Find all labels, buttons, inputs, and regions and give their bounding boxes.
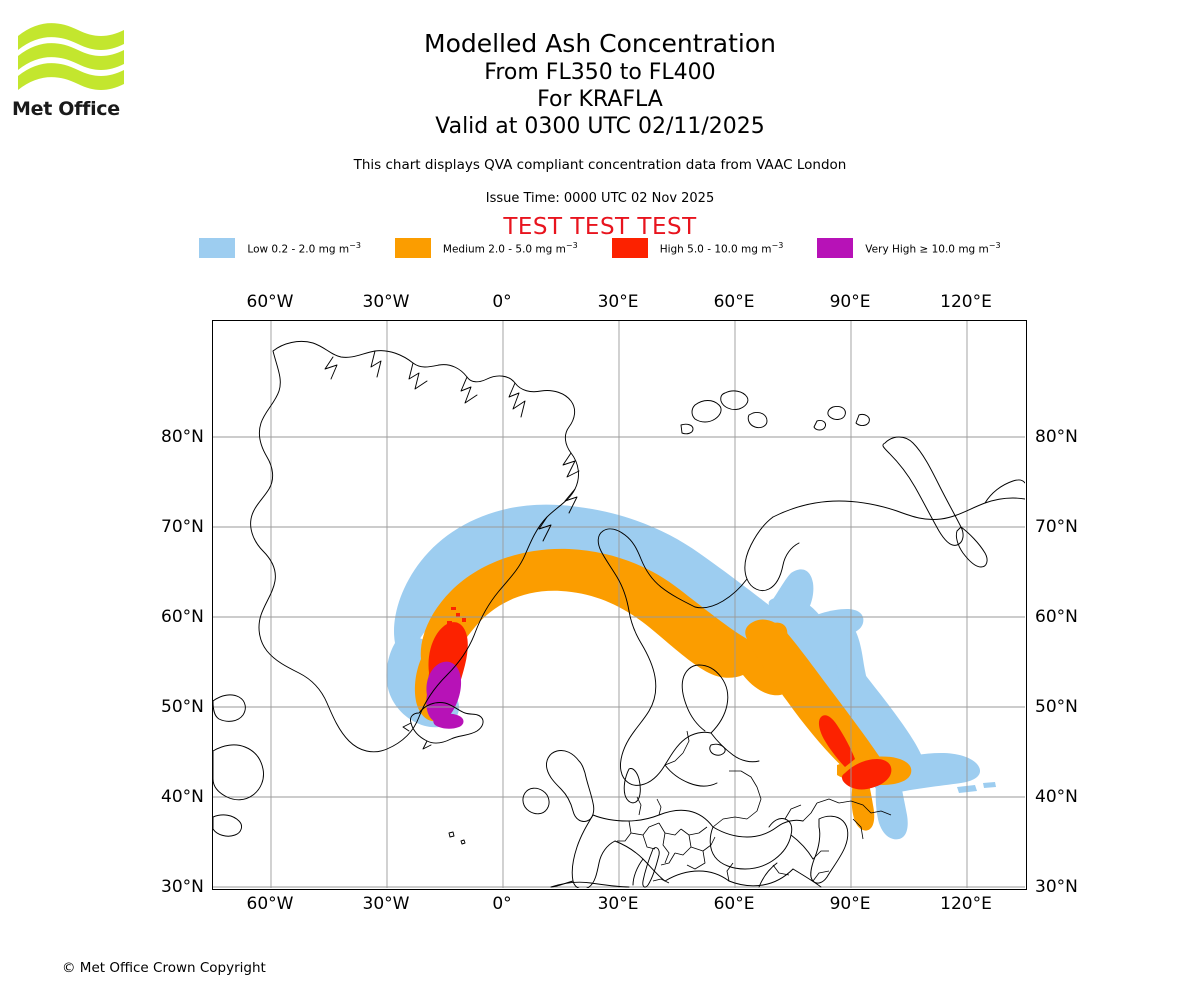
lat-label-right-80N: 80°N [1035, 427, 1078, 447]
flight-level-line: From FL350 to FL400 [484, 60, 716, 85]
legend-label-high: High 5.0 - 10.0 mg m−3 [659, 240, 784, 256]
volcano-line: For KRAFLA [537, 87, 663, 112]
test-banner: TEST TEST TEST [503, 214, 697, 240]
coastlines [213, 340, 1025, 888]
lat-label-left-40N: 40°N [161, 787, 204, 807]
lon-label-top-120E: 120°E [940, 292, 992, 312]
lat-label-right-50N: 50°N [1035, 697, 1078, 717]
lat-label-left-80N: 80°N [161, 427, 204, 447]
lat-label-right-70N: 70°N [1035, 517, 1078, 537]
issue-time: Issue Time: 0000 UTC 02 Nov 2025 [485, 191, 715, 206]
lat-label-left-50N: 50°N [161, 697, 204, 717]
lat-label-right-60N: 60°N [1035, 607, 1078, 627]
lon-label-bottom-30W: 30°W [362, 894, 410, 914]
lat-label-left-60N: 60°N [161, 607, 204, 627]
legend-item-medium: Medium 2.0 - 5.0 mg m−3 [394, 238, 612, 258]
legend-swatch-low [199, 238, 236, 258]
legend-label-low: Low 0.2 - 2.0 mg m−3 [247, 240, 361, 256]
map-canvas [212, 320, 1027, 890]
lon-label-bottom-60E: 60°E [713, 894, 755, 914]
lon-label-top-0: 0° [492, 292, 512, 312]
lon-label-bottom-30E: 30°E [597, 894, 639, 914]
lon-label-top-90E: 90°E [829, 292, 871, 312]
lon-label-top-60W: 60°W [246, 292, 294, 312]
met-office-waves-icon [18, 23, 124, 90]
page-title: Modelled Ash Concentration [424, 29, 776, 58]
met-office-logo: Met Office [12, 18, 132, 120]
lat-label-right-40N: 40°N [1035, 787, 1078, 807]
legend-item-very-high: Very High ≥ 10.0 mg m−3 [817, 238, 1001, 258]
lon-label-bottom-120E: 120°E [940, 894, 992, 914]
legend-swatch-high [611, 238, 648, 258]
chart-title-block: Modelled Ash Concentration From FL350 to… [0, 28, 1200, 140]
legend-item-high: High 5.0 - 10.0 mg m−3 [611, 238, 818, 258]
legend-label-very-high: Very High ≥ 10.0 mg m−3 [865, 240, 1001, 256]
valid-time-line: Valid at 0300 UTC 02/11/2025 [435, 114, 765, 139]
map-graphic [213, 321, 1025, 888]
lon-label-top-60E: 60°E [713, 292, 755, 312]
legend-label-medium: Medium 2.0 - 5.0 mg m−3 [442, 240, 578, 256]
lon-label-bottom-60W: 60°W [246, 894, 294, 914]
qva-note: This chart displays QVA compliant concen… [353, 157, 847, 173]
lon-label-bottom-0: 0° [492, 894, 512, 914]
legend-swatch-very-high [817, 238, 854, 258]
lat-label-right-30N: 30°N [1035, 877, 1078, 897]
concentration-legend: Low 0.2 - 2.0 mg m−3 Medium 2.0 - 5.0 mg… [0, 238, 1200, 262]
ash-band-very-high [426, 661, 464, 729]
lat-label-left-30N: 30°N [161, 877, 204, 897]
map-gridlines [213, 321, 1025, 888]
copyright-notice: © Met Office Crown Copyright [62, 960, 266, 976]
met-office-brand-text: Met Office [12, 98, 120, 120]
country-borders [617, 730, 892, 884]
legend-item-low: Low 0.2 - 2.0 mg m−3 [199, 238, 394, 258]
lon-label-bottom-90E: 90°E [829, 894, 871, 914]
ash-band-low [386, 504, 996, 840]
lon-label-top-30E: 30°E [597, 292, 639, 312]
legend-swatch-medium [394, 238, 431, 258]
lat-label-left-70N: 70°N [161, 517, 204, 537]
lon-label-top-30W: 30°W [362, 292, 410, 312]
